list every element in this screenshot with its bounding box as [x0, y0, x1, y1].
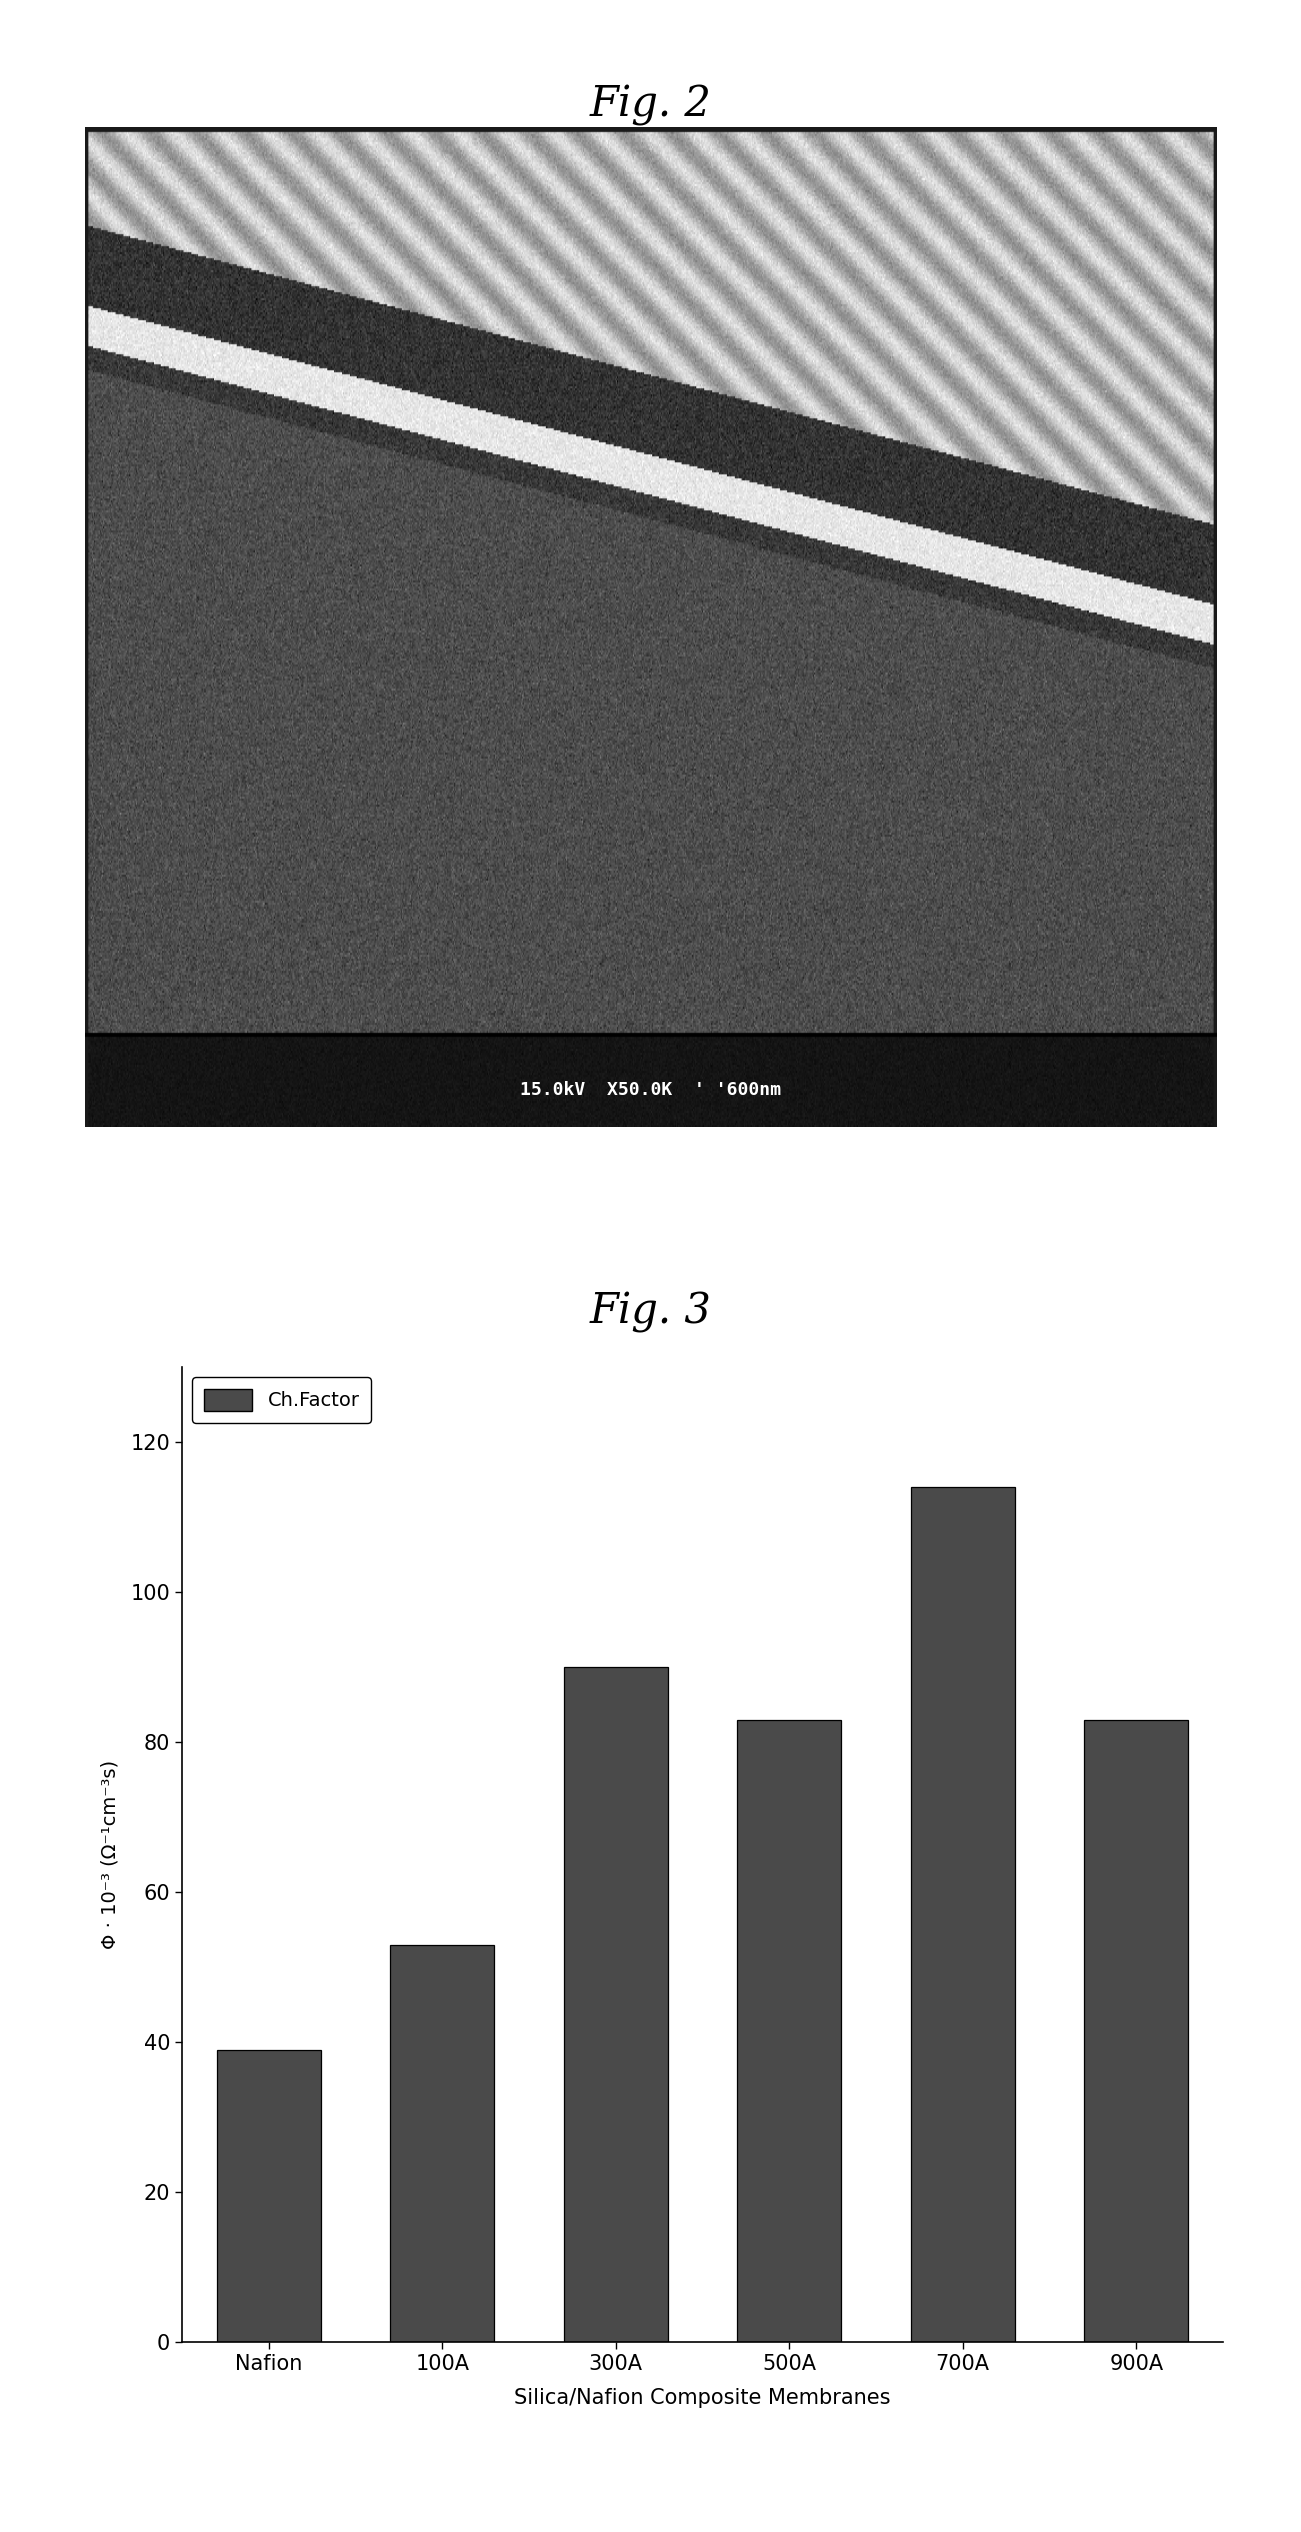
- Text: Fig. 3: Fig. 3: [589, 1291, 712, 1334]
- Bar: [563, 1666, 667, 2342]
- Legend: Ch.Factor: Ch.Factor: [191, 1377, 371, 1423]
- Bar: [1084, 1719, 1188, 2342]
- Bar: [738, 1719, 842, 2342]
- Y-axis label: Φ · 10⁻³ (Ω⁻¹cm⁻³s): Φ · 10⁻³ (Ω⁻¹cm⁻³s): [100, 1760, 120, 1950]
- Text: Fig. 2: Fig. 2: [589, 84, 712, 127]
- Text: 15.0kV  X50.0K  ' '600nm: 15.0kV X50.0K ' '600nm: [520, 1081, 781, 1099]
- Bar: [390, 1945, 494, 2342]
- Bar: [911, 1486, 1015, 2342]
- X-axis label: Silica/Nafion Composite Membranes: Silica/Nafion Composite Membranes: [514, 2388, 891, 2408]
- Bar: [217, 2051, 321, 2342]
